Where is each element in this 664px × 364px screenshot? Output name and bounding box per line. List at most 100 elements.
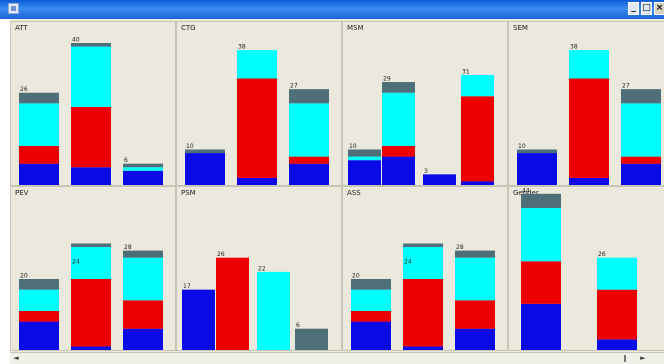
bar-segment-blue[interactable] [423,174,456,185]
bar-value-label: 20 [20,273,28,280]
scroll-right-arrow-icon[interactable]: ► [640,354,646,362]
bar-segment-red[interactable] [71,106,111,168]
bar-segment-gray[interactable] [348,149,381,157]
bar-segment-gray[interactable] [71,43,111,47]
bar-segment-blue[interactable] [19,321,59,350]
bar-value-label: 24 [404,258,412,265]
bar-segment-red[interactable] [597,289,637,340]
bar-segment-blue[interactable] [351,321,391,350]
bar-segment-gray[interactable] [517,149,557,154]
bar-segment-red[interactable] [461,96,494,182]
bar-segment-blue[interactable] [237,177,277,185]
bar-segment-gray[interactable] [295,328,328,350]
bar-value-label: 10 [349,143,357,150]
bar-value-label: 27 [622,83,630,90]
bar-segment-gray[interactable] [455,250,495,258]
bar-segment-cyan[interactable] [19,103,59,146]
bar-segment-cyan[interactable] [123,257,163,301]
stacked-bar-chart: 26 40 6 [19,37,163,185]
bar-segment-cyan[interactable] [257,271,290,350]
stacked-bar-chart: 17 26 22 6 [182,251,328,350]
bar-segment-blue[interactable] [569,177,609,185]
close-button[interactable]: × [654,2,664,15]
bar-segment-cyan[interactable] [71,46,111,107]
chart-title: SEM [513,24,528,32]
bar-segment-blue[interactable] [289,163,329,185]
bar-segment-cyan[interactable] [237,50,277,79]
bar-segment-red[interactable] [289,156,329,164]
bar-segment-gray[interactable] [382,82,415,93]
minimize-button[interactable]: _ [628,2,639,15]
bar-segment-red[interactable] [19,310,59,322]
bar-segment-blue[interactable] [517,153,557,185]
bar-value-label: 26 [598,251,606,258]
bar-segment-cyan[interactable] [621,103,661,157]
bar-segment-blue[interactable] [71,167,111,185]
bar-segment-gray[interactable] [185,149,225,154]
chart-panel-pev: PEV 20 24 28 [10,186,176,351]
bar-segment-blue[interactable] [348,160,381,185]
bar-segment-gray[interactable] [19,92,59,104]
bar-segment-cyan[interactable] [461,74,494,97]
bar-segment-red[interactable] [71,279,111,347]
bar-segment-blue[interactable] [182,289,215,350]
bar-segment-cyan[interactable] [123,167,163,171]
bar-segment-blue[interactable] [19,163,59,185]
maximize-button[interactable]: □ [641,2,652,15]
app-window-icon[interactable] [8,3,19,14]
bar-segment-cyan[interactable] [348,156,381,161]
bar-segment-gray[interactable] [289,89,329,104]
bar-segment-blue[interactable] [455,328,495,350]
bar-segment-cyan[interactable] [19,289,59,311]
bar-segment-cyan[interactable] [403,247,443,279]
bar-segment-gray[interactable] [403,243,443,248]
bar-segment-blue[interactable] [403,346,443,350]
bar-segment-red[interactable] [403,279,443,347]
bar-segment-gray[interactable] [19,279,59,290]
scroll-left-arrow-icon[interactable]: ◄ [13,354,19,362]
bar-segment-blue[interactable] [621,163,661,185]
title-bar[interactable]: _ □ × [0,0,664,19]
bar-segment-gray[interactable] [71,243,111,248]
chart-title: Gender [513,189,539,197]
bar-segment-red[interactable] [216,257,249,350]
bar-segment-blue[interactable] [461,181,494,185]
bar-segment-gray[interactable] [621,89,661,104]
bar-segment-gray[interactable] [351,279,391,290]
chart-title: PSM [181,189,196,197]
bar-segment-red[interactable] [351,310,391,322]
bar-segment-blue[interactable] [123,328,163,350]
chart-panel-sem: SEM 10 38 27 [508,21,664,186]
bar-segment-blue[interactable] [71,346,111,350]
bar-segment-cyan[interactable] [351,289,391,311]
stacked-bar-chart: 10 38 27 [185,44,329,185]
bar-segment-blue[interactable] [597,339,637,350]
bar-segment-red[interactable] [19,145,59,164]
bar-segment-red[interactable] [123,300,163,329]
bar-segment-cyan[interactable] [597,257,637,290]
chart-title: PEV [15,189,29,197]
bar-segment-cyan[interactable] [455,257,495,301]
bar-segment-cyan[interactable] [521,208,561,262]
bar-segment-gray[interactable] [521,193,561,208]
bar-segment-gray[interactable] [123,163,163,168]
bar-segment-gray[interactable] [123,250,163,258]
bar-segment-cyan[interactable] [569,50,609,79]
bar-segment-blue[interactable] [123,170,163,185]
bar-segment-blue[interactable] [382,156,415,185]
bar-segment-cyan[interactable] [382,92,415,146]
bar-segment-cyan[interactable] [71,247,111,279]
bar-segment-red[interactable] [455,300,495,329]
bar-value-label: 28 [456,244,464,251]
bar-segment-blue[interactable] [521,303,561,350]
chart-panel-msm: MSM 10 29 3 31 [342,21,508,186]
bar-segment-red[interactable] [382,145,415,157]
bar-segment-red[interactable] [621,156,661,164]
scroll-thumb[interactable] [624,355,626,362]
bar-segment-blue[interactable] [185,153,225,185]
bar-segment-cyan[interactable] [289,103,329,157]
bar-segment-red[interactable] [569,78,609,178]
horizontal-scrollbar[interactable]: ◄ ► [10,352,664,364]
bar-segment-red[interactable] [237,78,277,178]
bar-segment-red[interactable] [521,261,561,304]
